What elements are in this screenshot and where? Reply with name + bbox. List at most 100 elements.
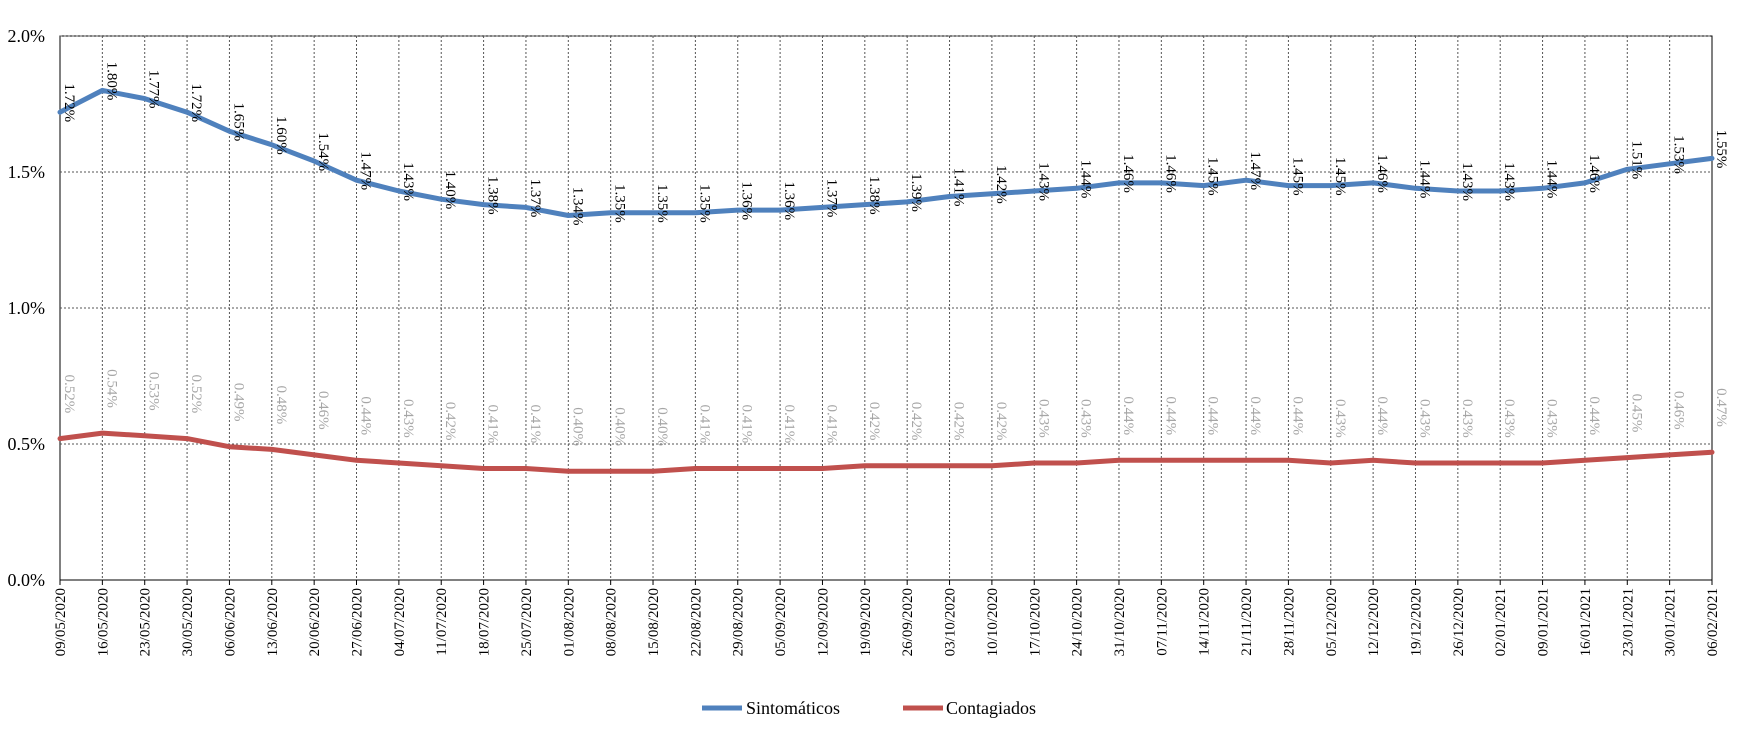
data-label-contagiados: 0.43% bbox=[1035, 399, 1051, 438]
x-tick-label: 13/06/2020 bbox=[265, 588, 281, 656]
data-point-sintomaticos bbox=[143, 97, 147, 101]
x-tick-label: 12/09/2020 bbox=[815, 588, 831, 656]
data-label-contagiados: 0.40% bbox=[654, 407, 670, 446]
x-tick-label: 19/09/2020 bbox=[858, 588, 874, 656]
x-tick-label: 30/01/2021 bbox=[1663, 588, 1679, 656]
data-point-contagiados bbox=[312, 453, 316, 457]
data-label-sintomaticos: 1.43% bbox=[1501, 162, 1517, 201]
data-point-sintomaticos bbox=[439, 197, 443, 201]
data-label-sintomaticos: 1.45% bbox=[1289, 157, 1305, 196]
x-tick-label: 31/10/2020 bbox=[1112, 588, 1128, 656]
data-label-contagiados: 0.41% bbox=[696, 404, 712, 443]
x-tick-label: 27/06/2020 bbox=[350, 588, 366, 656]
x-tick-label: 26/12/2020 bbox=[1451, 588, 1467, 656]
data-point-contagiados bbox=[439, 464, 443, 468]
data-point-contagiados bbox=[778, 466, 782, 470]
data-point-contagiados bbox=[566, 469, 570, 473]
x-tick-label: 22/08/2020 bbox=[688, 588, 704, 656]
data-label-sintomaticos: 1.77% bbox=[146, 70, 162, 109]
x-tick-label: 05/09/2020 bbox=[773, 588, 789, 656]
x-tick-label: 28/11/2020 bbox=[1281, 588, 1297, 656]
x-tick-label: 15/08/2020 bbox=[646, 588, 662, 656]
data-label-sintomaticos: 1.43% bbox=[1035, 162, 1051, 201]
data-point-sintomaticos bbox=[1075, 186, 1079, 190]
data-label-sintomaticos: 1.44% bbox=[1416, 160, 1432, 199]
data-label-contagiados: 0.43% bbox=[1459, 399, 1475, 438]
x-tick-label: 10/10/2020 bbox=[985, 588, 1001, 656]
data-label-contagiados: 0.43% bbox=[400, 399, 416, 438]
data-label-sintomaticos: 1.44% bbox=[1544, 160, 1560, 199]
data-point-sintomaticos bbox=[227, 129, 231, 133]
x-tick-label: 16/05/2020 bbox=[95, 588, 111, 656]
data-point-sintomaticos bbox=[1032, 189, 1036, 193]
legend-label-contagiados: Contagiados bbox=[946, 698, 1036, 718]
data-point-contagiados bbox=[1625, 456, 1629, 460]
data-point-contagiados bbox=[397, 461, 401, 465]
y-tick-label: 1.5% bbox=[8, 162, 46, 182]
y-axis: 0.0% 0.5% 1.0% 1.5% 2.0% bbox=[8, 26, 46, 590]
data-label-contagiados: 0.53% bbox=[146, 372, 162, 411]
y-tick-label: 0.5% bbox=[8, 434, 46, 454]
data-label-contagiados: 0.43% bbox=[1416, 399, 1432, 438]
data-label-contagiados: 0.52% bbox=[188, 375, 204, 414]
data-point-contagiados bbox=[651, 469, 655, 473]
series-line-contagiados bbox=[57, 430, 1715, 474]
data-label-contagiados: 0.47% bbox=[1713, 388, 1729, 427]
data-point-contagiados bbox=[482, 466, 486, 470]
data-label-sintomaticos: 1.38% bbox=[485, 176, 501, 215]
data-point-contagiados bbox=[1668, 453, 1672, 457]
data-point-contagiados bbox=[1032, 461, 1036, 465]
data-label-contagiados: 0.52% bbox=[61, 375, 77, 414]
data-label-contagiados: 0.42% bbox=[908, 402, 924, 441]
data-point-sintomaticos bbox=[651, 211, 655, 215]
data-label-contagiados: 0.44% bbox=[1205, 396, 1221, 435]
data-label-sintomaticos: 1.41% bbox=[951, 168, 967, 207]
data-point-contagiados bbox=[58, 437, 62, 441]
data-point-contagiados bbox=[1583, 458, 1587, 462]
x-tick-label: 06/02/2021 bbox=[1705, 588, 1721, 656]
data-point-contagiados bbox=[1456, 461, 1460, 465]
x-tick-label: 05/12/2020 bbox=[1324, 588, 1340, 656]
data-label-sintomaticos: 1.72% bbox=[61, 83, 77, 122]
data-point-sintomaticos bbox=[397, 189, 401, 193]
data-point-sintomaticos bbox=[1625, 167, 1629, 171]
data-label-sintomaticos: 1.43% bbox=[1459, 162, 1475, 201]
data-point-sintomaticos bbox=[1668, 162, 1672, 166]
data-label-contagiados: 0.44% bbox=[1586, 396, 1602, 435]
data-label-sintomaticos: 1.44% bbox=[1078, 160, 1094, 199]
data-point-sintomaticos bbox=[524, 205, 528, 209]
data-point-sintomaticos bbox=[1583, 181, 1587, 185]
data-point-contagiados bbox=[143, 434, 147, 438]
data-label-contagiados: 0.42% bbox=[442, 402, 458, 441]
data-point-contagiados bbox=[948, 464, 952, 468]
data-point-contagiados bbox=[820, 466, 824, 470]
data-point-sintomaticos bbox=[1498, 189, 1502, 193]
x-tick-label: 23/05/2020 bbox=[138, 588, 154, 656]
data-label-sintomaticos: 1.36% bbox=[739, 181, 755, 220]
data-point-sintomaticos bbox=[482, 203, 486, 207]
x-tick-label: 14/11/2020 bbox=[1197, 588, 1213, 656]
data-label-sintomaticos: 1.53% bbox=[1671, 135, 1687, 174]
data-label-sintomaticos: 1.43% bbox=[400, 162, 416, 201]
data-point-sintomaticos bbox=[1710, 156, 1714, 160]
legend-label-sintomaticos: Sintomáticos bbox=[746, 698, 840, 718]
data-label-contagiados: 0.42% bbox=[951, 402, 967, 441]
x-tick-label: 20/06/2020 bbox=[307, 588, 323, 656]
x-tick-label: 24/10/2020 bbox=[1070, 588, 1086, 656]
data-label-contagiados: 0.43% bbox=[1544, 399, 1560, 438]
data-label-sintomaticos: 1.55% bbox=[1713, 130, 1729, 169]
x-tick-label: 25/07/2020 bbox=[519, 588, 535, 656]
data-label-sintomaticos: 1.54% bbox=[315, 132, 331, 171]
data-label-contagiados: 0.44% bbox=[1374, 396, 1390, 435]
x-tick-label: 26/09/2020 bbox=[900, 588, 916, 656]
data-point-sintomaticos bbox=[1202, 184, 1206, 188]
data-label-sintomaticos: 1.60% bbox=[273, 116, 289, 155]
data-point-contagiados bbox=[1498, 461, 1502, 465]
data-point-sintomaticos bbox=[948, 194, 952, 198]
data-point-contagiados bbox=[355, 458, 359, 462]
x-tick-label: 29/08/2020 bbox=[731, 588, 747, 656]
data-label-contagiados: 0.40% bbox=[569, 407, 585, 446]
data-point-contagiados bbox=[1413, 461, 1417, 465]
x-tick-label: 12/12/2020 bbox=[1366, 588, 1382, 656]
